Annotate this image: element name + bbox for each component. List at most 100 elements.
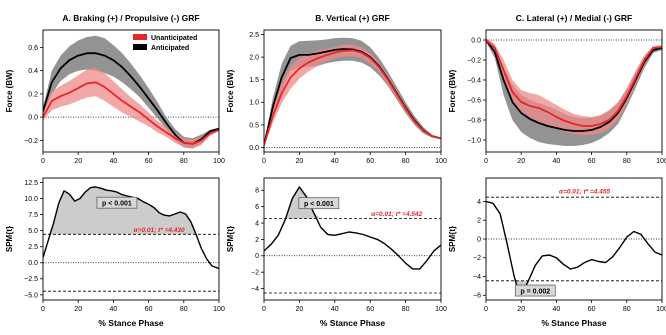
plot-area	[264, 186, 441, 294]
series-line-spm-t-	[43, 186, 219, 270]
y-tick-label: 0.0	[249, 145, 259, 152]
legend: Unanticipated Anticipated	[133, 34, 197, 52]
x-tick-label: 60	[588, 158, 596, 165]
x-tick-label: 0	[262, 306, 266, 313]
x-axis-label: % Stance Phase	[98, 318, 163, 328]
x-tick-label: 80	[402, 158, 410, 165]
x-tick-label: 0	[41, 306, 45, 313]
y-tick-label: 0.0	[471, 37, 481, 44]
x-tick-label: 20	[74, 306, 82, 313]
y-tick-label: 5.0	[28, 228, 38, 235]
series-line-unanticipated	[486, 39, 662, 127]
axes-frame	[263, 177, 442, 301]
y-tick-label: −2	[251, 270, 259, 277]
y-tick-label: −5.0	[24, 292, 38, 299]
plot-area	[43, 186, 219, 292]
y-axis-label: SPM{t}	[226, 226, 235, 252]
y-tick-label: 0.0	[28, 115, 38, 122]
chart-title: A. Braking (+) / Propulsive (-) GRF	[62, 13, 199, 23]
suprathreshold-cluster	[43, 187, 219, 235]
p-value-label: p < 0.001	[304, 201, 334, 208]
panel-C-spm: 0 20 40 60 80 100 −6 −4 −2 0 2 4 SPM{t} % Stance Phas…	[448, 177, 666, 328]
y-axis-label: SPM{t}	[448, 226, 457, 252]
series-line-unanticipated	[264, 49, 441, 146]
y-tick-label: 2	[477, 218, 481, 225]
y-tick-label: 7.5	[28, 212, 38, 219]
series-line-spm-t-	[486, 200, 662, 294]
threshold-label: α=0.01; t* =4.542	[371, 211, 422, 218]
panel-B-spm: 0 20 40 60 80 100 −4 −2 0 2 4 6 8 SPM{t} % Stance Phas…	[226, 177, 447, 328]
y-tick-label: 2	[255, 237, 259, 244]
x-tick-label: 100	[656, 306, 666, 313]
x-tick-label: 100	[656, 158, 666, 165]
y-tick-label: −0.2	[24, 138, 38, 145]
x-tick-label: 80	[402, 306, 410, 313]
x-tick-label: 60	[366, 306, 374, 313]
y-tick-label: 1.5	[249, 77, 259, 84]
y-tick-label: 0.4	[28, 68, 38, 75]
chart-title: B. Vertical (+) GRF	[315, 13, 389, 23]
p-value-box	[298, 197, 340, 210]
x-axis-label: % Stance Phase	[320, 318, 385, 328]
y-axis-label: SPM{t}	[5, 226, 14, 252]
threshold-label: α=0.01; t* =4.455	[559, 189, 610, 196]
x-tick-label: 0	[484, 306, 488, 313]
x-tick-label: 100	[213, 158, 225, 165]
axes-frame	[485, 29, 663, 153]
x-tick-label: 60	[366, 158, 374, 165]
p-value-label: p < 0.001	[102, 201, 132, 208]
panel-B-force: 0 20 40 60 80 100 0.0 0.5 1.0 1.5 2.0 2.5 Force (BW)…	[226, 13, 447, 165]
y-tick-label: 4	[255, 220, 259, 227]
axes-frame	[42, 29, 220, 153]
y-axis-label: Force (BW)	[5, 69, 14, 112]
x-tick-label: 20	[517, 306, 525, 313]
y-axis-label: Force (BW)	[226, 69, 235, 112]
plot-area	[486, 196, 662, 294]
y-tick-label: 0	[255, 253, 259, 260]
y-tick-label: 0.2	[28, 91, 38, 98]
x-tick-label: 0	[262, 158, 266, 165]
x-tick-label: 40	[331, 306, 339, 313]
panel-C-force: 0 20 40 60 80 100 −1.0 −0.8 −0.6 −0.4 −0.2 0.0 Force…	[448, 13, 666, 165]
y-axis-label: Force (BW)	[448, 69, 457, 112]
axes-frame	[42, 177, 220, 301]
suprathreshold-cluster	[264, 187, 441, 219]
x-tick-label: 80	[623, 306, 631, 313]
x-axis-label: % Stance Phase	[541, 318, 606, 328]
x-tick-label: 20	[296, 306, 304, 313]
plot-area	[486, 38, 662, 146]
y-tick-label: 4	[477, 199, 481, 206]
p-value-box	[96, 196, 138, 209]
y-tick-label: 0	[477, 236, 481, 243]
y-tick-label: 0.6	[28, 45, 38, 52]
sd-band-unanticipated	[264, 44, 441, 147]
x-tick-label: 20	[74, 158, 82, 165]
axes-frame	[263, 29, 442, 153]
y-tick-label: −2.5	[24, 276, 38, 283]
legend-swatch-unanticipated	[133, 34, 147, 40]
y-tick-label: −4	[251, 286, 259, 293]
panel-A-force: 0 20 40 60 80 100 −0.2 0.0 0.2 0.4 0.6 Force (BW) A.…	[5, 13, 225, 165]
y-tick-label: 8	[255, 188, 259, 195]
y-tick-label: −6	[473, 293, 481, 300]
y-tick-label: −0.6	[467, 97, 481, 104]
series-line-spm-t-	[264, 186, 441, 270]
p-value-box	[514, 284, 556, 297]
y-tick-label: 1.0	[249, 100, 259, 107]
x-tick-label: 100	[435, 306, 447, 313]
y-tick-label: 10.0	[24, 196, 38, 203]
sd-band-unanticipated	[43, 68, 219, 149]
y-tick-label: 0.5	[249, 122, 259, 129]
y-tick-label: 2.5	[28, 244, 38, 251]
x-tick-label: 60	[588, 306, 596, 313]
legend-label-anticipated: Anticipated	[151, 45, 189, 52]
y-tick-label: 2.5	[249, 32, 259, 39]
x-tick-label: 100	[213, 306, 225, 313]
x-tick-label: 80	[623, 158, 631, 165]
x-tick-label: 60	[145, 158, 153, 165]
series-line-unanticipated	[43, 81, 219, 145]
x-tick-label: 40	[110, 306, 118, 313]
y-tick-label: 0.0	[28, 260, 38, 267]
x-tick-label: 80	[180, 306, 188, 313]
